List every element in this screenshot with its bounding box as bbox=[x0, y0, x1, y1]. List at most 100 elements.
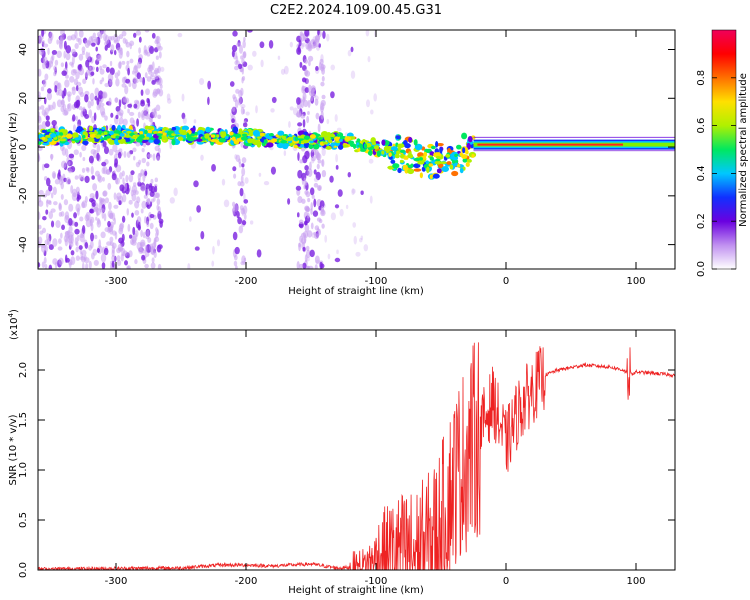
spectrogram-core-cell bbox=[144, 129, 148, 135]
spectrogram-noise-cell bbox=[128, 81, 132, 88]
spectrogram-noise-cell bbox=[247, 64, 253, 71]
spectrogram-noise-cell bbox=[76, 99, 81, 108]
spectrogram-noise-cell bbox=[308, 84, 312, 94]
spectrogram-noise-cell bbox=[50, 153, 53, 161]
spectrogram-noise-cell bbox=[127, 67, 130, 76]
spectrogram-band-cell bbox=[435, 140, 439, 148]
spectrogram-noise-cell bbox=[59, 178, 63, 186]
spectrogram-noise-cell bbox=[146, 197, 151, 206]
spectrogram-noise-cell bbox=[75, 71, 80, 80]
spectrogram-noise-cell bbox=[235, 154, 241, 163]
spectrogram-noise-cell bbox=[128, 250, 133, 258]
spectrogram-noise-cell bbox=[100, 231, 106, 239]
spectrogram-noise-cell bbox=[335, 153, 338, 163]
spectrogram-core-cell bbox=[182, 135, 186, 139]
spectrogram-band-cell bbox=[171, 138, 176, 146]
spectrogram-noise-cell bbox=[302, 92, 307, 101]
spectrogram-noise-cell bbox=[306, 212, 310, 219]
spectrogram-noise-cell bbox=[63, 87, 67, 97]
spectrogram-core-cell bbox=[327, 139, 333, 144]
spectrogram-noise-cell bbox=[102, 64, 107, 69]
spectrogram-noise-cell bbox=[304, 254, 308, 263]
spectrogram-noise-cell bbox=[44, 73, 49, 81]
spectrogram-band-cell bbox=[402, 164, 409, 169]
spectrogram-noise-cell bbox=[307, 99, 311, 108]
spectrogram-noise-cell bbox=[53, 65, 57, 72]
spectrogram-noise-cell bbox=[301, 198, 306, 204]
spectrogram-core-cell bbox=[344, 136, 351, 141]
spectrogram-noise-cell bbox=[155, 227, 158, 233]
spectrogram-noise-cell bbox=[97, 175, 103, 183]
spectrogram-noise-cell bbox=[78, 106, 83, 111]
spectrogram-noise-cell bbox=[105, 66, 110, 73]
spectrogram-noise-cell bbox=[38, 47, 44, 56]
spectrogram-noise-cell bbox=[41, 163, 45, 171]
spectrogram-noise-cell bbox=[133, 103, 138, 109]
spectrogram-frame bbox=[37, 29, 676, 270]
spectrogram-noise-cell bbox=[102, 141, 107, 148]
spectrogram-noise-cell bbox=[135, 30, 142, 36]
spectrogram-noise-cell bbox=[365, 30, 370, 37]
spectrogram-noise-cell bbox=[334, 114, 338, 122]
spectrogram-noise-cell bbox=[73, 149, 79, 156]
spectrogram-noise-cell bbox=[347, 171, 351, 178]
spectrogram-noise-cell bbox=[51, 171, 57, 179]
spectrogram-noise-cell bbox=[211, 164, 216, 172]
spectrogram-noise-cell bbox=[67, 161, 71, 166]
spectrogram-noise-cell bbox=[232, 166, 237, 172]
spectrogram-noise-cell bbox=[94, 36, 99, 43]
spectrogram-noise-cell bbox=[242, 40, 246, 49]
spectrogram-noise-cell bbox=[146, 204, 151, 210]
spectrogram-noise-cell bbox=[232, 30, 238, 37]
spectrogram-noise-cell bbox=[74, 30, 78, 39]
spectrogram-noise-cell bbox=[313, 169, 317, 175]
spectrogram-noise-cell bbox=[66, 103, 71, 110]
spectrogram-noise-cell bbox=[126, 60, 130, 65]
spectrogram-noise-cell bbox=[104, 227, 110, 233]
spectrogram-noise-cell bbox=[304, 165, 309, 171]
spectrogram-noise-cell bbox=[110, 112, 114, 118]
spectrogram-noise-cell bbox=[100, 253, 107, 263]
snr-series-line bbox=[38, 342, 675, 570]
spectrogram-noise-cell bbox=[235, 265, 238, 269]
spectrogram-noise-cell bbox=[52, 238, 58, 247]
spectrogram-noise-cell bbox=[159, 220, 163, 228]
spectrogram-noise-cell bbox=[366, 99, 371, 108]
spectrogram-noise-cell bbox=[297, 152, 300, 161]
spectrogram-core-cell bbox=[285, 138, 293, 142]
spectrogram-band-cell bbox=[381, 139, 386, 146]
spectrogram-noise-cell bbox=[131, 212, 134, 218]
spectrogram-noise-cell bbox=[48, 104, 54, 111]
spectrogram-noise-cell bbox=[113, 217, 116, 225]
spectrogram-band-cell bbox=[370, 137, 376, 144]
spectrogram-noise-cell bbox=[156, 244, 162, 253]
spectrogram-noise-cell bbox=[270, 166, 276, 175]
spectrogram-noise-cell bbox=[302, 246, 306, 252]
spectrogram-noise-cell bbox=[321, 159, 325, 168]
spectrogram-noise-cell bbox=[154, 145, 160, 152]
spectrogram-noise-cell bbox=[211, 260, 215, 267]
spectrogram-noise-cell bbox=[38, 36, 42, 44]
spectrogram-noise-cell bbox=[45, 177, 51, 187]
spectrogram-noise-cell bbox=[148, 185, 153, 192]
spectrogram-noise-cell bbox=[97, 217, 101, 225]
spectrogram-core-cell bbox=[126, 130, 132, 134]
spectrogram-noise-cell bbox=[153, 250, 157, 258]
spectrogram-noise-cell bbox=[155, 192, 161, 199]
spectrogram-noise-cell bbox=[237, 217, 242, 225]
spectrogram-noise-cell bbox=[114, 72, 119, 79]
spectrogram-core-cell bbox=[259, 132, 265, 137]
spectrogram-band-cell bbox=[325, 145, 332, 150]
spectrogram-noise-cell bbox=[95, 216, 98, 221]
spectrogram-noise-cell bbox=[129, 43, 132, 50]
spectrogram-noise-cell bbox=[233, 260, 238, 267]
spectrogram-noise-cell bbox=[50, 220, 55, 228]
spectrogram-noise-cell bbox=[242, 122, 248, 128]
spectrogram-noise-cell bbox=[329, 175, 334, 183]
spectrogram-core-cell bbox=[309, 134, 316, 139]
spectrogram-noise-cell bbox=[46, 237, 51, 246]
spectrogram-noise-cell bbox=[156, 155, 161, 161]
spectrogram-noise-cell bbox=[70, 250, 75, 256]
spectrogram-noise-cell bbox=[115, 78, 120, 87]
spectrogram-noise-cell bbox=[363, 244, 369, 252]
